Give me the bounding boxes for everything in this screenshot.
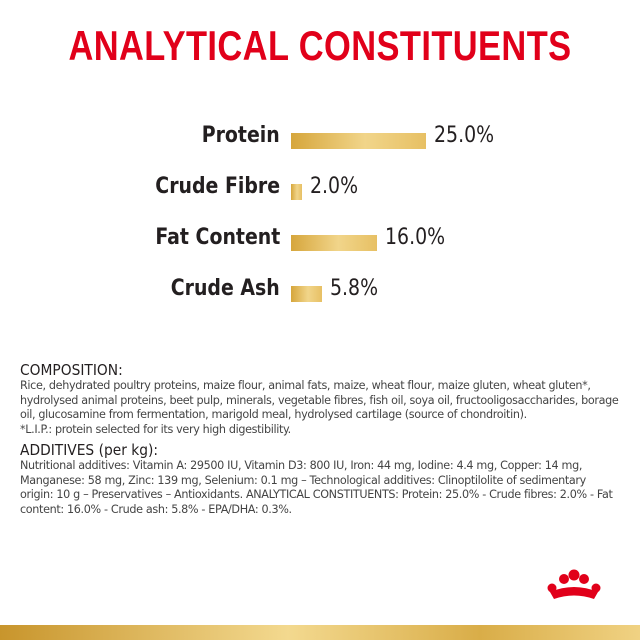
value-label: 16.0% xyxy=(385,225,446,250)
chart-row: Crude Ash 5.8% xyxy=(0,268,640,318)
chart-row: Protein 25.0% xyxy=(0,115,640,165)
composition-heading: COMPOSITION: xyxy=(20,361,123,379)
bar xyxy=(291,286,323,302)
additives-text: Nutritional additives: Vitamin A: 29500 … xyxy=(20,459,613,516)
bar xyxy=(291,133,426,149)
bar xyxy=(291,184,302,200)
analytical-bar-chart: Protein 25.0% Crude Fibre 2.0% Fat Content 16… xyxy=(0,115,640,325)
value-label: 25.0% xyxy=(434,123,495,148)
composition-note: *L.I.P.: protein selected for its very h… xyxy=(20,422,291,436)
additives-section: ADDITIVES (per kg): Nutritional additive… xyxy=(20,442,620,517)
value-label: 2.0% xyxy=(309,174,358,199)
category-label: Crude Ash xyxy=(170,276,280,301)
bar xyxy=(291,235,378,251)
composition-text: Rice, dehydrated poultry proteins, maize… xyxy=(20,379,619,421)
footer-gold-bar xyxy=(0,625,640,640)
category-label: Protein xyxy=(201,123,280,148)
chart-row: Crude Fibre 2.0% xyxy=(0,166,640,216)
additives-heading: ADDITIVES (per kg): xyxy=(20,441,159,459)
value-label: 5.8% xyxy=(330,276,379,301)
chart-row: Fat Content 16.0% xyxy=(0,217,640,267)
page-title: ANALYTICAL CONSTITUENTS xyxy=(68,22,572,69)
category-label: Crude Fibre xyxy=(155,174,280,199)
category-label: Fat Content xyxy=(155,225,280,250)
composition-section: COMPOSITION: Rice, dehydrated poultry pr… xyxy=(20,362,620,437)
royal-canin-crown-icon xyxy=(547,569,601,599)
